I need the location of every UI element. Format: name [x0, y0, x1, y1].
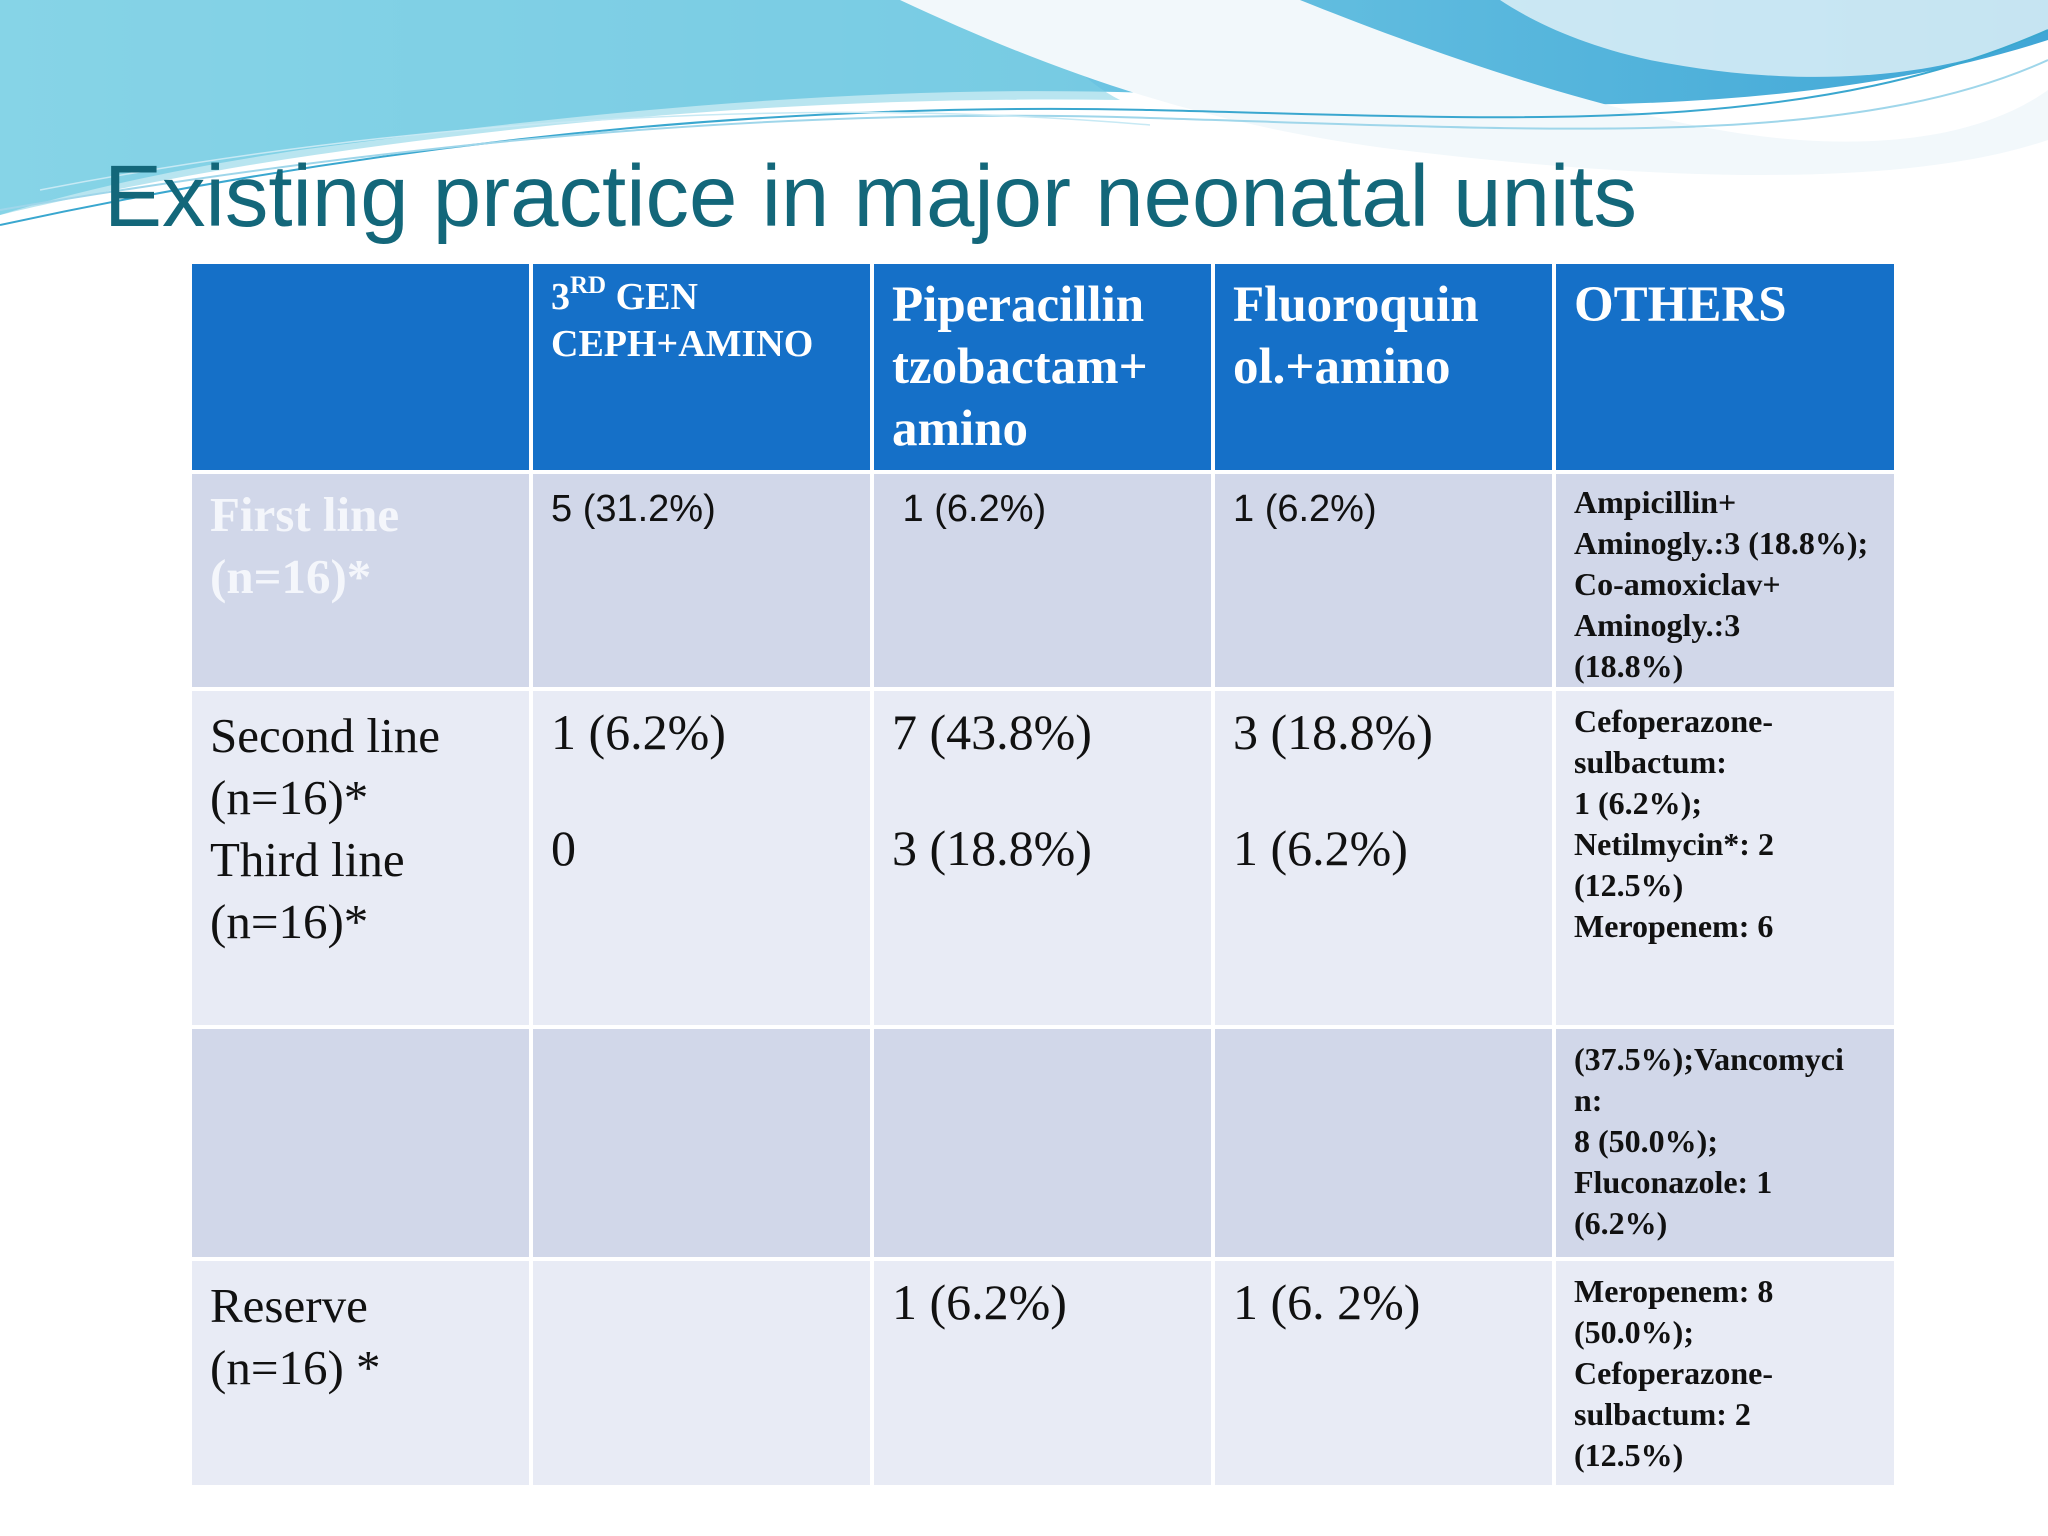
wave-decoration: [0, 0, 2048, 226]
header-3rd-gen-ceph-amino: 3RD GEN CEPH+AMINO: [529, 260, 874, 474]
cell-reserve-others: Meropenem: 8 (50.0%); Cefoperazone- sulb…: [1552, 1257, 1898, 1489]
cell-second-third-pip: 7 (43.8%) 3 (18.8%): [870, 687, 1215, 1029]
cell-reserve-fluoro: 1 (6. 2%): [1211, 1257, 1556, 1489]
cell-continued-pip: [870, 1025, 1215, 1261]
cell-first-pip: 1 (6.2%): [870, 470, 1215, 691]
cell-continued-label: [188, 1025, 533, 1261]
cell-second-third-ceph: 1 (6.2%) 0: [529, 687, 874, 1029]
table-row-second-third-line: Second line (n=16)* Third line (n=16)* 1…: [188, 687, 1898, 1029]
cell-first-fluoro: 1 (6.2%): [1211, 470, 1556, 691]
cell-first-ceph: 5 (31.2%): [529, 470, 874, 691]
table-header-row: 3RD GEN CEPH+AMINO Piperacillin tzobactam+…: [188, 260, 1898, 474]
table-row-first-line: First line (n=16)* 5 (31.2%) 1 (6.2%) 1 (…: [188, 470, 1898, 691]
row-label-first-line: First line (n=16)*: [188, 470, 533, 691]
header-corner-cell: [188, 260, 533, 474]
slide-title: Existing practice in major neonatal unit…: [104, 148, 1637, 245]
cell-continued-ceph: [529, 1025, 874, 1261]
header-fluoroquinol-amino: Fluoroquin ol.+amino: [1211, 260, 1556, 474]
cell-continued-others: (37.5%);Vancomyci n: 8 (50.0%); Fluconaz…: [1552, 1025, 1898, 1261]
cell-continued-fluoro: [1211, 1025, 1556, 1261]
header-others: OTHERS: [1552, 260, 1898, 474]
cell-reserve-ceph: [529, 1257, 874, 1489]
table-row-continued: (37.5%);Vancomyci n: 8 (50.0%); Fluconaz…: [188, 1025, 1898, 1261]
cell-reserve-pip: 1 (6.2%): [870, 1257, 1215, 1489]
header-piperacillin-tzobactam-amino: Piperacillin tzobactam+ amino: [870, 260, 1215, 474]
table-row-reserve: Reserve (n=16) * 1 (6.2%) 1 (6. 2%) Mero…: [188, 1257, 1898, 1489]
practice-table: 3RD GEN CEPH+AMINO Piperacillin tzobactam+…: [188, 260, 1898, 1489]
cell-second-third-fluoro: 3 (18.8%) 1 (6.2%): [1211, 687, 1556, 1029]
cell-first-others: Ampicillin+ Aminogly.:3 (18.8%); Co-amox…: [1552, 470, 1898, 691]
row-label-reserve: Reserve (n=16) *: [188, 1257, 533, 1489]
row-label-second-third-line: Second line (n=16)* Third line (n=16)*: [188, 687, 533, 1029]
cell-second-third-others: Cefoperazone- sulbactum: 1 (6.2%); Netil…: [1552, 687, 1898, 1029]
